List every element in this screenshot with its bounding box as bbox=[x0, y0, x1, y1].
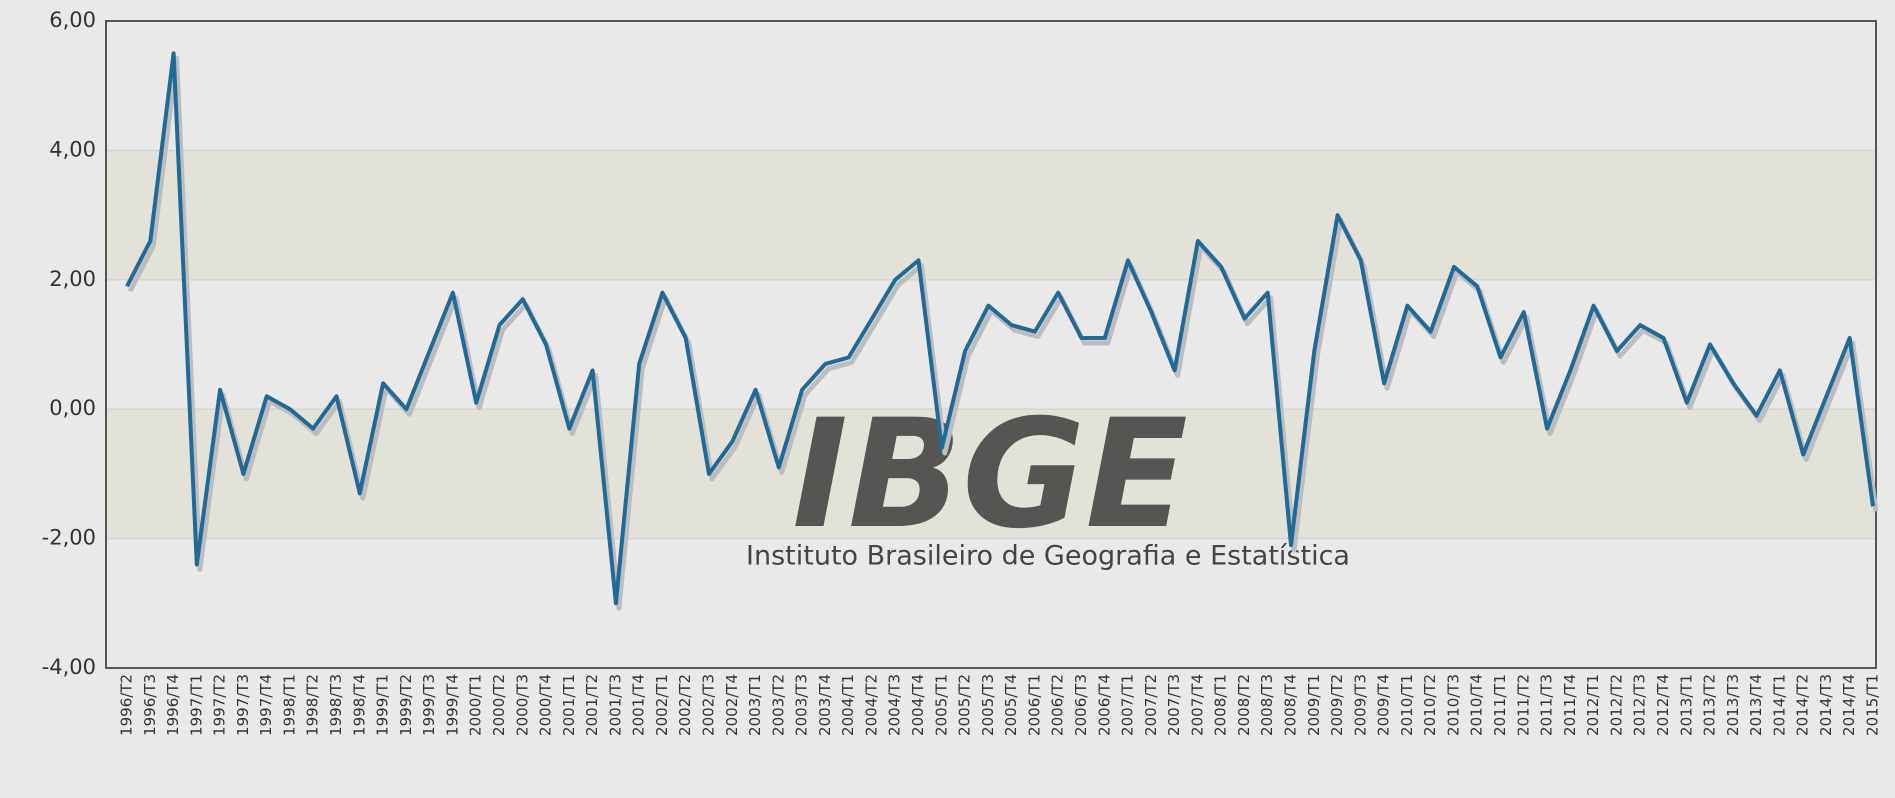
x-tick-label: 2004/T1 bbox=[839, 674, 857, 736]
watermark-name: Instituto Brasileiro de Geografia e Esta… bbox=[746, 541, 1350, 572]
x-tick-label: 2010/T1 bbox=[1398, 674, 1416, 736]
x-tick-label: 2010/T2 bbox=[1421, 674, 1439, 736]
x-tick-label: 2012/T1 bbox=[1584, 674, 1602, 736]
x-tick-label: 2009/T2 bbox=[1328, 674, 1346, 736]
x-tick-label: 2006/T4 bbox=[1095, 674, 1113, 736]
x-tick-label: 2002/T3 bbox=[700, 674, 718, 736]
x-tick-label: 2007/T3 bbox=[1165, 674, 1183, 736]
x-tick-label: 2012/T2 bbox=[1607, 674, 1625, 736]
x-tick-label: 2004/T3 bbox=[886, 674, 904, 736]
x-tick-label: 2004/T2 bbox=[862, 674, 880, 736]
x-tick-label: 2000/T3 bbox=[513, 674, 531, 736]
x-tick-label: 2005/T3 bbox=[979, 674, 997, 736]
x-tick-label: 2009/T1 bbox=[1305, 674, 1323, 736]
y-tick-label: 2,00 bbox=[49, 267, 96, 291]
band bbox=[106, 409, 1876, 539]
x-tick-label: 1997/T2 bbox=[211, 674, 229, 736]
x-tick-label: 2008/T3 bbox=[1258, 674, 1276, 736]
x-tick-label: 2001/T3 bbox=[606, 674, 624, 736]
x-tick-label: 2010/T4 bbox=[1468, 674, 1486, 736]
x-tick-label: 2013/T3 bbox=[1724, 674, 1742, 736]
x-tick-label: 2006/T3 bbox=[1072, 674, 1090, 736]
x-tick-label: 2001/T1 bbox=[560, 674, 578, 736]
x-tick-label: 2011/T4 bbox=[1561, 674, 1579, 736]
plot-border bbox=[105, 20, 1877, 669]
x-tick-label: 2013/T1 bbox=[1677, 674, 1695, 736]
y-tick-label: 0,00 bbox=[49, 396, 96, 420]
x-tick-label: 2009/T3 bbox=[1351, 674, 1369, 736]
x-tick-label: 2000/T1 bbox=[467, 674, 485, 736]
line bbox=[125, 51, 1875, 606]
x-tick-label: 1998/T4 bbox=[350, 674, 368, 736]
x-tick-label: 1999/T2 bbox=[397, 674, 415, 736]
x-tick-label: 2004/T4 bbox=[909, 674, 927, 736]
watermark-logo: IBGE bbox=[792, 388, 1188, 562]
x-tick-label: 2011/T3 bbox=[1538, 674, 1556, 736]
x-tick-label: 2006/T2 bbox=[1049, 674, 1067, 736]
x-tick-label: 2014/T3 bbox=[1817, 674, 1835, 736]
x-tick-label: 2010/T3 bbox=[1444, 674, 1462, 736]
x-tick-label: 2007/T2 bbox=[1142, 674, 1160, 736]
x-tick-label: 2009/T4 bbox=[1375, 674, 1393, 736]
x-tick-label: 2003/T2 bbox=[769, 674, 787, 736]
x-tick-label: 2005/T4 bbox=[1002, 674, 1020, 736]
x-tick-label: 1997/T3 bbox=[234, 674, 252, 736]
x-tick-label: 1997/T1 bbox=[187, 674, 205, 736]
x-tick-label: 2013/T2 bbox=[1701, 674, 1719, 736]
x-tick-label: 2014/T4 bbox=[1840, 674, 1858, 736]
band bbox=[106, 150, 1876, 280]
x-tick-label: 2008/T4 bbox=[1282, 674, 1300, 736]
x-tick-label: 1998/T2 bbox=[304, 674, 322, 736]
x-tick-label: 2002/T4 bbox=[723, 674, 741, 736]
y-tick-label: 4,00 bbox=[49, 137, 96, 161]
x-tick-label: 2005/T1 bbox=[932, 674, 950, 736]
y-tick-label: -2,00 bbox=[42, 526, 96, 550]
x-tick-label: 1998/T3 bbox=[327, 674, 345, 736]
x-tick-label: 1996/T4 bbox=[164, 674, 182, 736]
x-tick-label: 2008/T2 bbox=[1235, 674, 1253, 736]
x-tick-label: 2002/T2 bbox=[676, 674, 694, 736]
x-tick-label: 2014/T2 bbox=[1794, 674, 1812, 736]
x-tick-label: 2000/T2 bbox=[490, 674, 508, 736]
x-tick-label: 2006/T1 bbox=[1025, 674, 1043, 736]
x-tick-label: 2000/T4 bbox=[537, 674, 555, 736]
x-tick-label: 2001/T4 bbox=[630, 674, 648, 736]
x-tick-label: 1998/T1 bbox=[280, 674, 298, 736]
x-tick-label: 1996/T2 bbox=[118, 674, 136, 736]
y-tick-label: 6,00 bbox=[49, 8, 96, 32]
x-tick-label: 2011/T2 bbox=[1514, 674, 1532, 736]
x-tick-label: 2014/T1 bbox=[1770, 674, 1788, 736]
x-tick-label: 2005/T2 bbox=[956, 674, 974, 736]
x-tick-label: 1999/T4 bbox=[443, 674, 461, 736]
x-tick-label: 1999/T3 bbox=[420, 674, 438, 736]
x-tick-label: 2007/T1 bbox=[1119, 674, 1137, 736]
x-tick-label: 2012/T4 bbox=[1654, 674, 1672, 736]
x-tick-label: 2003/T4 bbox=[816, 674, 834, 736]
x-tick-label: 1997/T4 bbox=[257, 674, 275, 736]
x-tick-label: 2011/T1 bbox=[1491, 674, 1509, 736]
x-tick-label: 1999/T1 bbox=[374, 674, 392, 736]
y-tick-label: -4,00 bbox=[42, 655, 96, 679]
x-tick-label: 2008/T1 bbox=[1212, 674, 1230, 736]
x-tick-label: 1996/T3 bbox=[141, 674, 159, 736]
x-tick-label: 2003/T1 bbox=[746, 674, 764, 736]
x-tick-label: 2007/T4 bbox=[1188, 674, 1206, 736]
x-tick-label: 2003/T3 bbox=[793, 674, 811, 736]
x-tick-label: 2001/T2 bbox=[583, 674, 601, 736]
x-tick-label: 2015/T1 bbox=[1864, 674, 1882, 736]
x-tick-label: 2012/T3 bbox=[1631, 674, 1649, 736]
x-tick-label: 2002/T1 bbox=[653, 674, 671, 736]
x-tick-label: 2013/T4 bbox=[1747, 674, 1765, 736]
